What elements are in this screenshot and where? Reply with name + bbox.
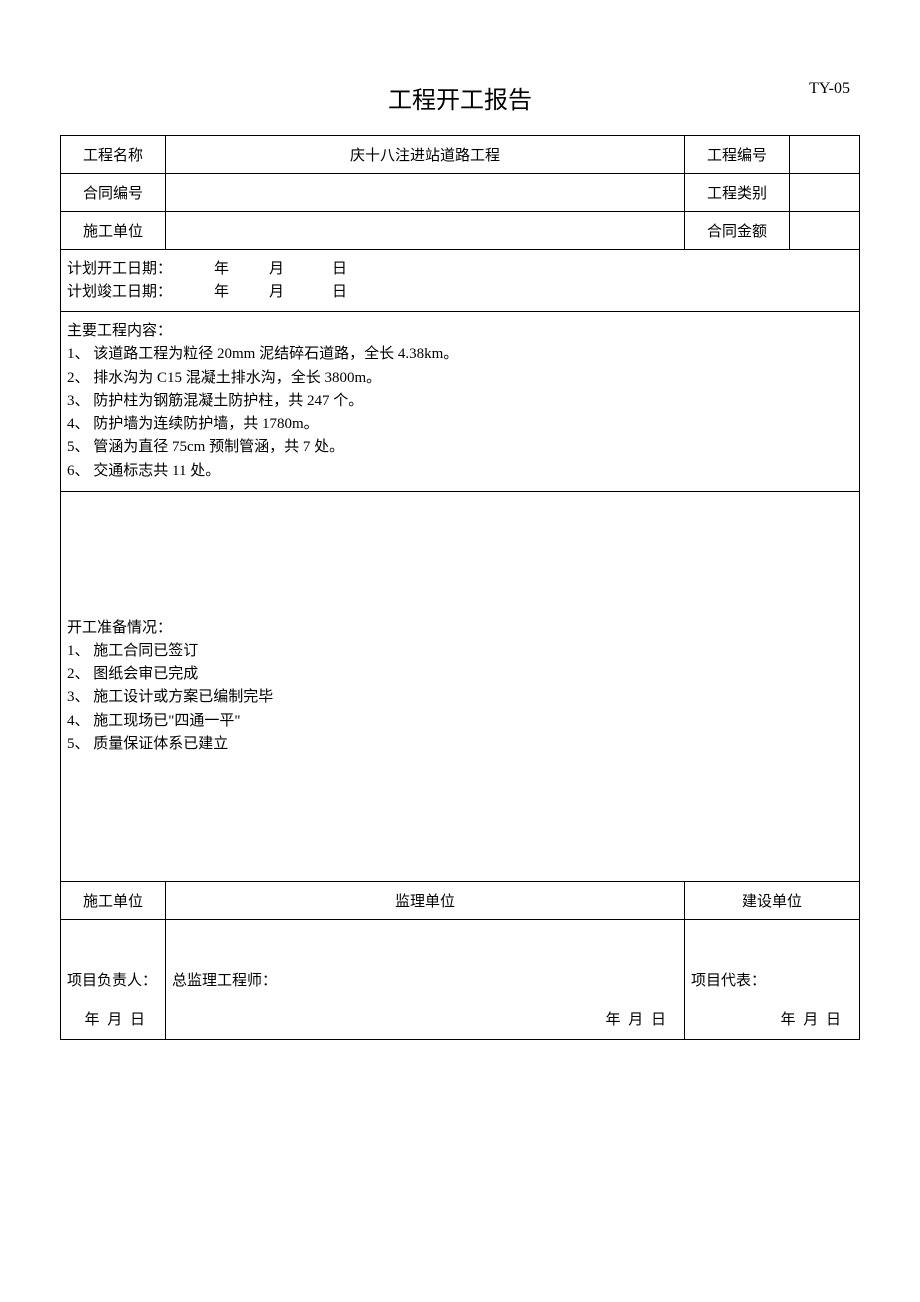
- sig-header-contractor: 施工单位: [61, 881, 166, 919]
- main-content-item: 6、 交通标志共 11 处。: [67, 460, 853, 483]
- sig-role-owner: 项目代表：: [691, 969, 853, 990]
- sig-date-contractor: 年 月 日: [84, 1008, 147, 1029]
- prep-status-item: 1、 施工合同已签订: [67, 640, 853, 663]
- main-content-item: 5、 管涵为直径 75cm 预制管涵，共 7 处。: [67, 436, 853, 459]
- planned-start-line: 计划开工日期： 年 月 日: [67, 258, 853, 281]
- main-content-heading: 主要工程内容：: [67, 320, 853, 343]
- prep-status-item: 3、 施工设计或方案已编制完毕: [67, 686, 853, 709]
- year-char: 年: [214, 284, 229, 300]
- planned-start-label: 计划开工日期：: [67, 261, 172, 277]
- value-contract-amount: [790, 212, 860, 250]
- month-char: 月: [269, 284, 284, 300]
- sig-date-supervisor: 年 月 日: [605, 1008, 668, 1029]
- main-content-item: 3、 防护柱为钢筋混凝土防护柱，共 247 个。: [67, 390, 853, 413]
- day-char: 日: [332, 284, 347, 300]
- document-code: TY-05: [809, 80, 850, 98]
- sig-role-contractor: 项目负责人：: [67, 969, 159, 990]
- prep-status-cell: 开工准备情况： 1、 施工合同已签订 2、 图纸会审已完成 3、 施工设计或方案…: [61, 491, 860, 881]
- month-char: 月: [269, 261, 284, 277]
- prep-status-list: 1、 施工合同已签订 2、 图纸会审已完成 3、 施工设计或方案已编制完毕 4、…: [67, 640, 853, 756]
- sig-header-owner: 建设单位: [685, 881, 860, 919]
- sig-body-contractor: 项目负责人： 年 月 日: [61, 919, 166, 1039]
- sig-date-owner: 年 月 日: [780, 1008, 843, 1029]
- sig-body-owner: 项目代表： 年 月 日: [685, 919, 860, 1039]
- value-project-name: 庆十八注进站道路工程: [166, 136, 685, 174]
- row-signature-bodies: 项目负责人： 年 月 日 总监理工程师： 年 月 日 项目代表： 年 月 日: [61, 919, 860, 1039]
- planned-dates-cell: 计划开工日期：年月日 计划竣工日期：年月日: [61, 250, 860, 312]
- main-content-item: 2、 排水沟为 C15 混凝土排水沟，全长 3800m。: [67, 367, 853, 390]
- year-char: 年: [214, 261, 229, 277]
- label-contractor: 施工单位: [61, 212, 166, 250]
- main-content-list: 1、 该道路工程为粒径 20mm 泥结碎石道路，全长 4.38km。 2、 排水…: [67, 343, 853, 483]
- sig-body-supervisor: 总监理工程师： 年 月 日: [166, 919, 685, 1039]
- document-title: 工程开工报告: [60, 80, 860, 115]
- main-content-item: 1、 该道路工程为粒径 20mm 泥结碎石道路，全长 4.38km。: [67, 343, 853, 366]
- main-content-item: 4、 防护墙为连续防护墙，共 1780m。: [67, 413, 853, 436]
- value-contract-no: [166, 174, 685, 212]
- value-project-no: [790, 136, 860, 174]
- label-contract-amount: 合同金额: [685, 212, 790, 250]
- row-planned-dates: 计划开工日期：年月日 计划竣工日期：年月日: [61, 250, 860, 312]
- sig-role-supervisor: 总监理工程师：: [172, 969, 678, 990]
- label-contract-no: 合同编号: [61, 174, 166, 212]
- row-project-name: 工程名称 庆十八注进站道路工程 工程编号: [61, 136, 860, 174]
- row-signature-headers: 施工单位 监理单位 建设单位: [61, 881, 860, 919]
- prep-status-item: 2、 图纸会审已完成: [67, 663, 853, 686]
- day-char: 日: [332, 261, 347, 277]
- planned-end-line: 计划竣工日期： 年 月 日: [67, 281, 853, 304]
- prep-status-heading: 开工准备情况：: [67, 617, 853, 640]
- row-contract-no: 合同编号 工程类别: [61, 174, 860, 212]
- value-project-type: [790, 174, 860, 212]
- row-contractor: 施工单位 合同金额: [61, 212, 860, 250]
- prep-status-item: 4、 施工现场已"四通一平": [67, 710, 853, 733]
- label-project-no: 工程编号: [685, 136, 790, 174]
- planned-end-label: 计划竣工日期：: [67, 284, 172, 300]
- value-contractor: [166, 212, 685, 250]
- sig-header-supervisor: 监理单位: [166, 881, 685, 919]
- prep-status-item: 5、 质量保证体系已建立: [67, 733, 853, 756]
- label-project-name: 工程名称: [61, 136, 166, 174]
- label-project-type: 工程类别: [685, 174, 790, 212]
- document-header: 工程开工报告 TY-05: [60, 80, 860, 115]
- main-content-cell: 主要工程内容： 1、 该道路工程为粒径 20mm 泥结碎石道路，全长 4.38k…: [61, 312, 860, 492]
- report-table: 工程名称 庆十八注进站道路工程 工程编号 合同编号 工程类别 施工单位 合同金额…: [60, 135, 860, 1040]
- row-main-content: 主要工程内容： 1、 该道路工程为粒径 20mm 泥结碎石道路，全长 4.38k…: [61, 312, 860, 492]
- row-prep-status: 开工准备情况： 1、 施工合同已签订 2、 图纸会审已完成 3、 施工设计或方案…: [61, 491, 860, 881]
